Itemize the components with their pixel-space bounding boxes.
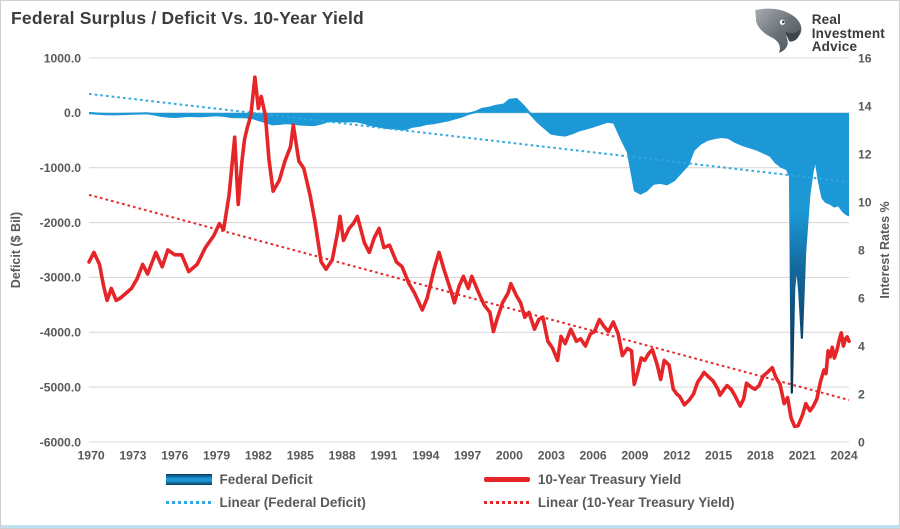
x-axis-tick-label: 2009 bbox=[621, 449, 648, 463]
legend-label-federal-deficit: Federal Deficit bbox=[219, 472, 313, 487]
trendline-treasury-yield bbox=[88, 193, 850, 401]
legend: Federal Deficit 10-Year Treasury Yield L… bbox=[1, 471, 899, 511]
x-axis-tick-label: 2018 bbox=[747, 449, 774, 463]
x-axis-tick-label: 2021 bbox=[789, 449, 816, 463]
trendline-federal-deficit bbox=[88, 92, 850, 183]
x-axis-tick-label: 2024 bbox=[831, 449, 858, 463]
legend-item-treasury-yield: 10-Year Treasury Yield bbox=[483, 471, 735, 488]
legend-label-linear-federal-deficit: Linear (Federal Deficit) bbox=[219, 495, 366, 510]
right-axis-title: Interest Rates % bbox=[878, 201, 892, 299]
left-axis-tick-label: -5000.0 bbox=[40, 380, 82, 394]
right-axis-tick-label: 2 bbox=[858, 387, 865, 401]
legend-item-federal-deficit: Federal Deficit bbox=[165, 471, 366, 488]
logo-text-advice: Advice bbox=[811, 39, 858, 55]
left-axis-tick-label: -2000.0 bbox=[40, 216, 82, 230]
federal-deficit-series bbox=[88, 98, 850, 394]
left-axis-tick-label: -3000.0 bbox=[40, 271, 82, 285]
legend-item-linear-treasury-yield: Linear (10-Year Treasury Yield) bbox=[483, 494, 735, 511]
x-axis-tick-label: 2006 bbox=[580, 449, 607, 463]
logo-text-real: Real bbox=[811, 11, 842, 27]
x-axis-tick-label: 1985 bbox=[287, 449, 314, 463]
federal-deficit-outline bbox=[88, 98, 850, 394]
x-axis-tick-label: 2012 bbox=[663, 449, 690, 463]
chart-canvas: 1000.0 0.0 -1000.0 -2000.0 -3000.0 -4000.0 -50… bbox=[40, 51, 872, 462]
x-axis-tick-label: 2015 bbox=[705, 449, 732, 463]
treasury-yield-swatch bbox=[483, 477, 530, 482]
treasury-yield-line bbox=[87, 75, 851, 429]
x-axis-tick-label: 1991 bbox=[370, 449, 397, 463]
right-axis-tick-label: 0 bbox=[858, 435, 865, 449]
linear-federal-deficit-swatch bbox=[165, 501, 212, 504]
right-axis-tick-label: 14 bbox=[858, 99, 872, 113]
x-axis-tick-label: 1979 bbox=[203, 449, 230, 463]
x-axis-tick-label: 2003 bbox=[538, 449, 565, 463]
left-axis-tick-label: 1000.0 bbox=[44, 51, 81, 65]
axis-tick-labels: 1000.0 0.0 -1000.0 -2000.0 -3000.0 -4000.0 -50… bbox=[40, 51, 872, 462]
logo-wordmark: Real Investment Advice bbox=[812, 13, 885, 54]
x-axis-tick-label: 1994 bbox=[412, 449, 439, 463]
legend-label-linear-treasury-yield: Linear (10-Year Treasury Yield) bbox=[537, 495, 735, 510]
federal-deficit-area bbox=[89, 99, 849, 393]
eagle-logo-icon bbox=[750, 6, 806, 61]
legend-label-treasury-yield: 10-Year Treasury Yield bbox=[537, 472, 682, 487]
bottom-accent-rule bbox=[1, 525, 899, 528]
right-axis-tick-label: 8 bbox=[858, 243, 865, 257]
logo-text-investment: Investment bbox=[811, 25, 885, 41]
x-axis-tick-label: 1976 bbox=[161, 449, 188, 463]
left-axis-tick-label: -4000.0 bbox=[40, 326, 82, 340]
ria-logo: Real Investment Advice bbox=[750, 6, 885, 61]
left-axis-tick-label: -1000.0 bbox=[40, 161, 82, 175]
x-axis-tick-label: 2000 bbox=[496, 449, 523, 463]
left-axis-tick-label: -6000.0 bbox=[40, 435, 82, 449]
left-axis-title: Deficit ($ Bil) bbox=[9, 211, 23, 289]
x-axis-tick-label: 1988 bbox=[329, 449, 356, 463]
linear-treasury-yield-swatch bbox=[483, 501, 530, 504]
chart-title: Federal Surplus / Deficit Vs. 10-Year Yi… bbox=[11, 8, 364, 28]
right-axis-tick-label: 10 bbox=[858, 195, 872, 209]
x-axis-tick-label: 1982 bbox=[245, 449, 272, 463]
right-axis-tick-label: 6 bbox=[858, 291, 865, 305]
x-axis-tick-label: 1973 bbox=[119, 449, 146, 463]
right-axis-tick-label: 12 bbox=[858, 147, 872, 161]
x-axis-tick-label: 1997 bbox=[454, 449, 481, 463]
treasury-yield-series bbox=[87, 75, 851, 429]
legend-item-linear-federal-deficit: Linear (Federal Deficit) bbox=[165, 494, 366, 511]
right-axis-tick-label: 4 bbox=[858, 339, 865, 353]
federal-deficit-swatch bbox=[165, 474, 212, 485]
left-axis-tick-label: 0.0 bbox=[64, 106, 81, 120]
x-axis-tick-label: 1970 bbox=[78, 449, 105, 463]
right-axis-tick-label: 16 bbox=[858, 51, 872, 65]
